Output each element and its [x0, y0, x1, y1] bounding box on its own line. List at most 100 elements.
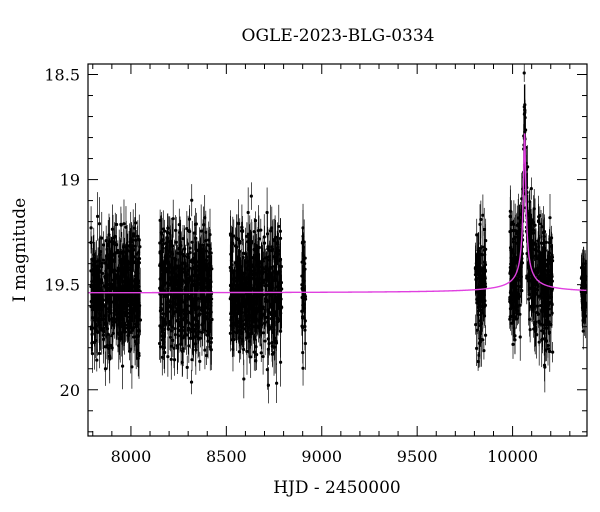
data-point — [158, 251, 162, 255]
data-point — [249, 355, 253, 359]
data-point — [229, 312, 233, 316]
data-point — [539, 241, 544, 245]
data-point — [478, 275, 483, 279]
data-point — [241, 330, 245, 335]
data-point — [168, 319, 172, 324]
data-point — [120, 251, 124, 255]
data-point — [111, 240, 115, 244]
data-point — [98, 326, 103, 330]
data-point — [159, 232, 164, 236]
data-point — [202, 328, 207, 332]
data-point — [114, 243, 119, 247]
data-layer — [89, 64, 588, 404]
data-point — [202, 268, 206, 272]
data-point — [162, 229, 167, 233]
data-point — [189, 295, 193, 299]
data-point — [176, 292, 180, 296]
data-point — [171, 285, 175, 289]
data-point — [181, 270, 185, 274]
data-point — [516, 309, 520, 313]
data-point — [183, 333, 187, 337]
data-point — [508, 246, 513, 250]
data-point — [90, 287, 95, 291]
data-point — [159, 260, 163, 264]
data-point — [548, 216, 552, 220]
data-point — [249, 250, 253, 254]
data-point — [101, 243, 105, 247]
data-point — [175, 343, 179, 348]
data-point — [475, 290, 479, 294]
data-point — [186, 295, 190, 300]
data-point — [205, 295, 210, 300]
data-point — [207, 281, 211, 285]
data-point — [122, 310, 126, 314]
data-point — [274, 257, 278, 261]
data-point — [483, 268, 487, 272]
data-point — [159, 306, 163, 310]
data-point — [512, 222, 516, 226]
data-point — [544, 240, 548, 244]
data-point — [130, 365, 134, 369]
data-point — [477, 296, 481, 300]
data-point — [205, 333, 210, 337]
data-point — [542, 331, 546, 335]
data-point — [132, 325, 136, 330]
data-point — [530, 307, 534, 312]
data-point — [190, 198, 194, 202]
data-point — [254, 345, 258, 349]
data-point — [240, 288, 245, 292]
data-point — [542, 272, 546, 276]
data-point — [253, 279, 257, 283]
data-point — [252, 297, 256, 301]
data-point — [478, 222, 482, 226]
data-point — [278, 360, 283, 364]
data-point — [198, 359, 202, 363]
data-point — [518, 335, 522, 339]
data-point — [108, 357, 112, 361]
data-point — [124, 314, 128, 318]
data-point — [184, 306, 188, 310]
data-point — [481, 213, 485, 217]
data-point — [510, 305, 515, 309]
data-point — [527, 297, 531, 301]
data-point — [178, 328, 183, 332]
data-point — [94, 265, 98, 269]
data-point — [529, 186, 533, 191]
data-point — [274, 341, 279, 345]
data-point — [266, 337, 270, 341]
data-point — [511, 342, 515, 346]
data-point — [547, 241, 551, 245]
data-point — [202, 223, 206, 227]
data-point — [115, 294, 120, 298]
data-point — [230, 297, 235, 302]
data-point — [302, 302, 306, 306]
data-point — [234, 289, 239, 293]
data-point — [185, 365, 189, 369]
data-point — [90, 332, 94, 337]
data-point — [203, 348, 207, 352]
data-point — [545, 318, 549, 322]
data-point — [161, 283, 165, 287]
data-point — [161, 268, 165, 272]
data-point — [100, 261, 104, 266]
data-point — [523, 109, 527, 113]
data-point — [512, 261, 516, 265]
data-point — [527, 292, 531, 297]
data-point — [198, 273, 202, 277]
plot-frame — [87, 63, 588, 437]
data-point — [162, 327, 166, 332]
data-point — [247, 332, 251, 337]
data-point — [263, 278, 267, 282]
data-point — [131, 249, 135, 253]
data-point — [522, 105, 526, 109]
data-point — [537, 215, 541, 219]
data-point — [174, 266, 179, 270]
data-point — [95, 358, 99, 362]
data-point — [547, 255, 551, 259]
data-point — [268, 229, 273, 233]
data-point — [179, 251, 184, 256]
data-point — [547, 301, 551, 306]
data-point — [510, 283, 515, 287]
data-point — [256, 245, 260, 250]
